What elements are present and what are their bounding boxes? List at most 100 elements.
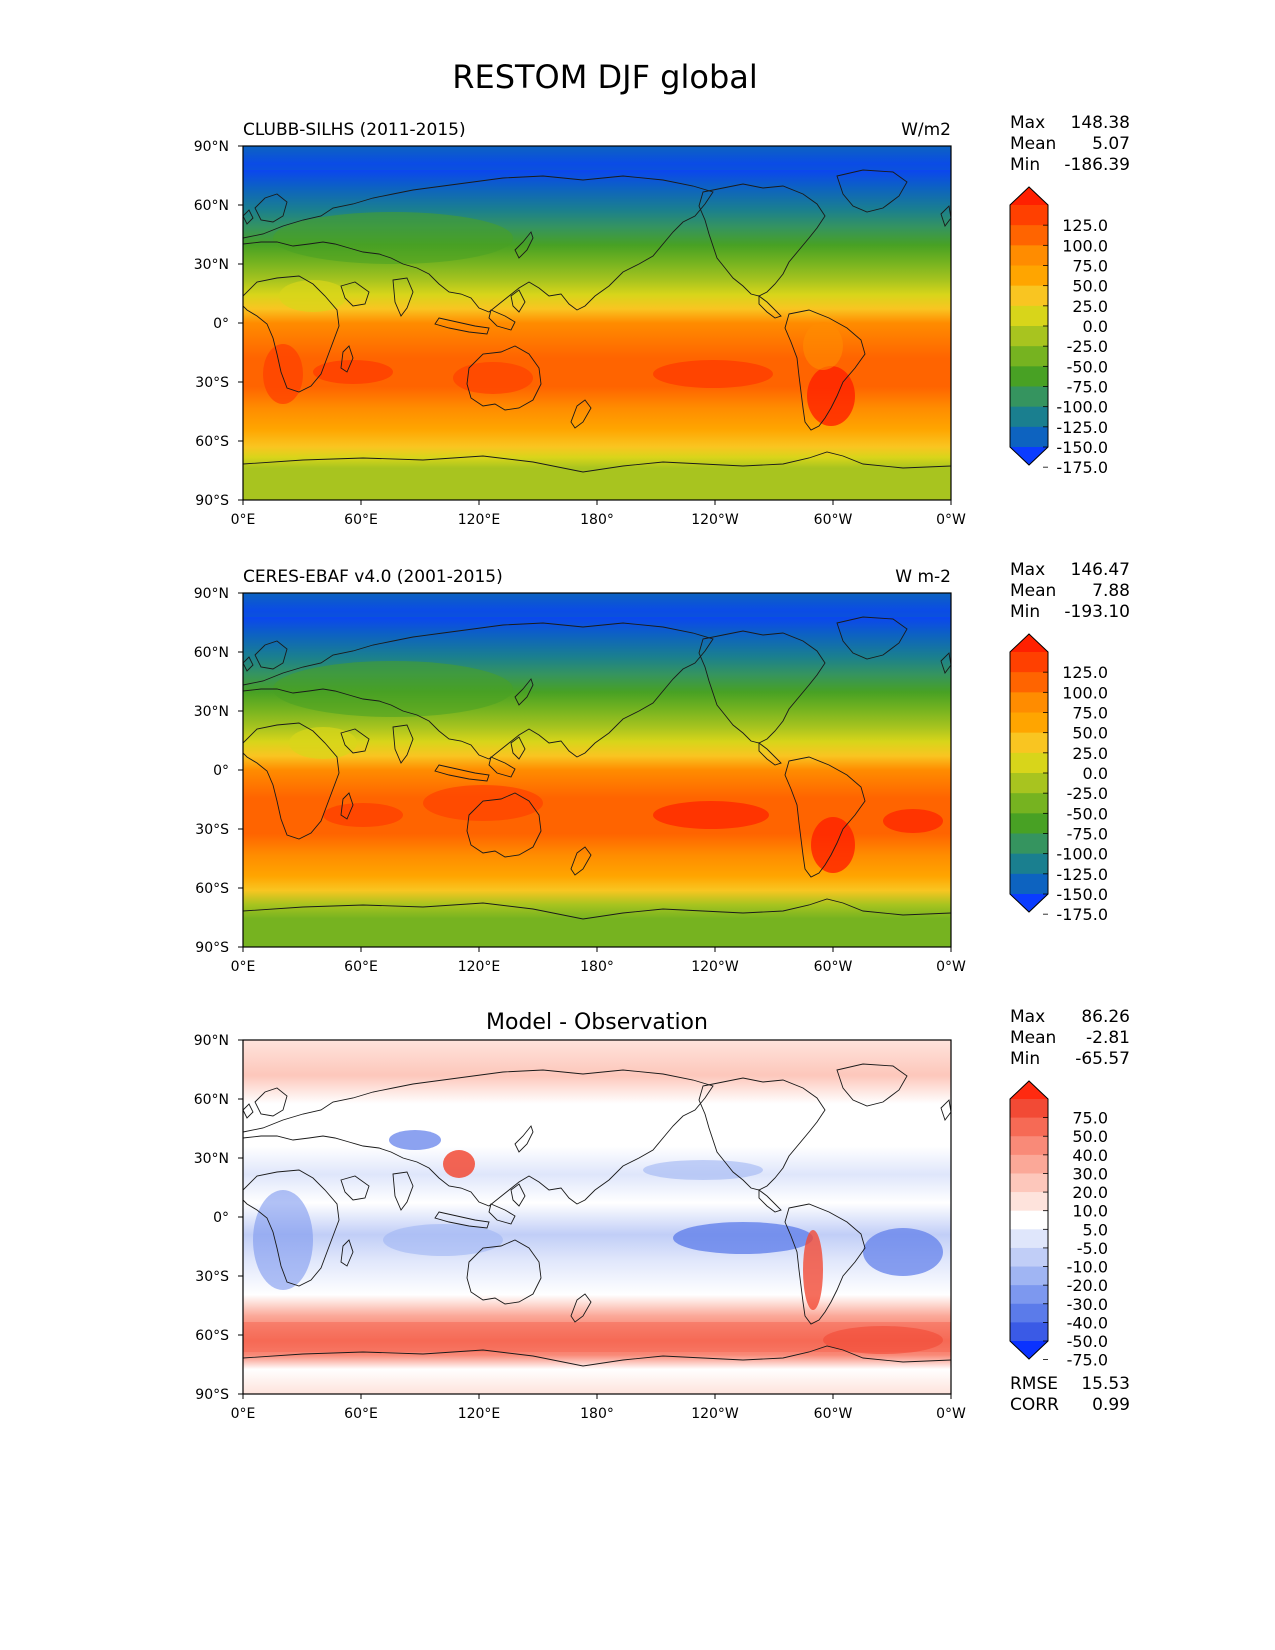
panel-units: W/m2 xyxy=(901,120,951,140)
stat-label: Mean xyxy=(1010,581,1056,601)
colorbar-label: -25.0 xyxy=(1067,784,1108,803)
stat-label: Min xyxy=(1010,155,1040,175)
stat-value: -65.57 xyxy=(1075,1049,1130,1069)
colorbar-swatch xyxy=(1010,833,1048,855)
colorbar-swatch xyxy=(1010,1247,1048,1268)
colorbar-label: 0.0 xyxy=(1083,764,1108,783)
lon-tick-label: 120°W xyxy=(691,512,739,528)
colorbar-swatch xyxy=(1010,1266,1048,1286)
stat-label: Max xyxy=(1010,560,1045,580)
stats-diff: Max 86.26 Mean -2.81 Min -65.57 xyxy=(1010,1007,1130,1069)
colorbar-label: -75.0 xyxy=(1067,1351,1108,1370)
colorbar-label: 30.0 xyxy=(1072,1164,1108,1183)
colorbar-label: 125.0 xyxy=(1062,663,1108,682)
colorbar-extend-bottom xyxy=(1010,1341,1048,1359)
colorbar-label: -175.0 xyxy=(1056,905,1108,924)
lat-tick-label: 90°N xyxy=(194,139,229,155)
lon-tick-label: 180° xyxy=(580,959,614,975)
colorbar-extend-top xyxy=(1010,1081,1048,1099)
footer-stat-label: CORR xyxy=(1010,1395,1059,1415)
colorbar-swatch xyxy=(1010,225,1048,246)
map-field-diff xyxy=(243,1040,951,1394)
map-field-obs xyxy=(243,593,951,947)
colorbar-swatch xyxy=(1010,1210,1048,1230)
lon-tick-label: 120°E xyxy=(458,959,501,975)
lat-tick-label: 30°N xyxy=(194,1151,229,1167)
stat-value: -2.81 xyxy=(1086,1028,1130,1048)
colorbar-label: -5.0 xyxy=(1077,1239,1108,1258)
map-field-model xyxy=(243,146,951,500)
lon-tick-label: 0°W xyxy=(936,512,966,528)
colorbar-label: -50.0 xyxy=(1067,1332,1108,1351)
lat-tick-label: 30°N xyxy=(194,704,229,720)
lon-tick-label: 60°W xyxy=(814,959,853,975)
lon-tick-label: 0°E xyxy=(231,959,256,975)
colorbar-swatch xyxy=(1010,406,1048,428)
lat-tick-label: 60°S xyxy=(195,1328,229,1344)
colorbar-swatch xyxy=(1010,773,1048,794)
colorbar-label: 25.0 xyxy=(1072,744,1108,763)
colorbar-swatch xyxy=(1010,793,1048,814)
panel-obs: CERES-EBAF v4.0 (2001-2015) W m-2 90°N 60… xyxy=(194,567,966,975)
colorbar-label: -10.0 xyxy=(1067,1258,1108,1277)
lon-tick-label: 120°W xyxy=(691,1406,739,1422)
colorbar-diff: 75.050.040.030.020.010.05.0-5.0-10.0-20.… xyxy=(1009,1080,1108,1370)
colorbar-swatch xyxy=(1010,712,1048,734)
lat-tick-label: 0° xyxy=(213,763,229,779)
colorbar-label: -125.0 xyxy=(1056,418,1108,437)
colorbar-label: -150.0 xyxy=(1056,438,1108,457)
colorbar-label: 75.0 xyxy=(1072,257,1108,276)
lon-tick-label: 60°W xyxy=(814,512,853,528)
lon-tick-label: 120°E xyxy=(458,512,501,528)
lat-tick-label: 60°N xyxy=(194,645,229,661)
footer-stat-value: 0.99 xyxy=(1092,1395,1130,1415)
colorbar-swatch xyxy=(1010,1285,1048,1305)
colorbar-swatch xyxy=(1010,305,1048,327)
colorbar-swatch xyxy=(1010,346,1048,367)
colorbar-extend-bottom xyxy=(1010,894,1048,912)
figure-title: RESTOM DJF global xyxy=(452,58,758,96)
colorbar-swatch xyxy=(1010,1136,1048,1156)
colorbar-swatch xyxy=(1010,853,1048,875)
lat-tick-label: 90°S xyxy=(195,940,229,956)
colorbar-label: 50.0 xyxy=(1072,1127,1108,1146)
lat-tick-label: 30°S xyxy=(195,822,229,838)
stat-label: Max xyxy=(1010,1007,1045,1027)
colorbar-label: 75.0 xyxy=(1072,704,1108,723)
colorbar-label: -150.0 xyxy=(1056,885,1108,904)
lat-tick-label: 90°S xyxy=(195,1387,229,1403)
colorbar-extend-top xyxy=(1010,634,1048,652)
colorbar-swatch xyxy=(1010,1322,1048,1342)
panel-center-title: Model - Observation xyxy=(486,1010,708,1035)
colorbar-label: 25.0 xyxy=(1072,297,1108,316)
colorbar-swatch xyxy=(1010,1192,1048,1212)
colorbar-label: -75.0 xyxy=(1067,825,1108,844)
lon-tick-label: 60°W xyxy=(814,1406,853,1422)
colorbar-label: 50.0 xyxy=(1072,724,1108,743)
colorbar-swatch xyxy=(1010,326,1048,347)
colorbar-label: 75.0 xyxy=(1072,1109,1108,1128)
stat-label: Max xyxy=(1010,113,1045,133)
footer-stat-label: RMSE xyxy=(1010,1374,1058,1394)
colorbar-swatch xyxy=(1010,1303,1048,1323)
colorbar-label: -25.0 xyxy=(1067,337,1108,356)
lon-tick-label: 0°E xyxy=(231,1406,256,1422)
stat-label: Mean xyxy=(1010,1028,1056,1048)
colorbar-label: -175.0 xyxy=(1056,458,1108,477)
colorbar-swatch xyxy=(1010,1154,1048,1174)
lat-tick-label: 60°S xyxy=(195,881,229,897)
colorbar-swatch xyxy=(1010,732,1048,754)
lon-tick-label: 0°W xyxy=(936,959,966,975)
colorbar-label: -50.0 xyxy=(1067,804,1108,823)
colorbar-swatch xyxy=(1010,1117,1048,1137)
lon-tick-label: 120°E xyxy=(458,1406,501,1422)
panel-units: W m-2 xyxy=(895,567,951,587)
panel-diff: Model - Observation 90°N 60°N 30°N 0° 30°S 60… xyxy=(194,1010,966,1422)
colorbar-swatch xyxy=(1010,652,1048,673)
colorbar-swatch xyxy=(1010,245,1048,266)
lon-tick-label: 60°E xyxy=(344,959,378,975)
stats-model: Max 148.38 Mean 5.07 Min -186.39 xyxy=(1010,113,1130,175)
colorbar-label: 125.0 xyxy=(1062,216,1108,235)
lon-tick-label: 0°W xyxy=(936,1406,966,1422)
stats-obs: Max 146.47 Mean 7.88 Min -193.10 xyxy=(1010,560,1130,622)
